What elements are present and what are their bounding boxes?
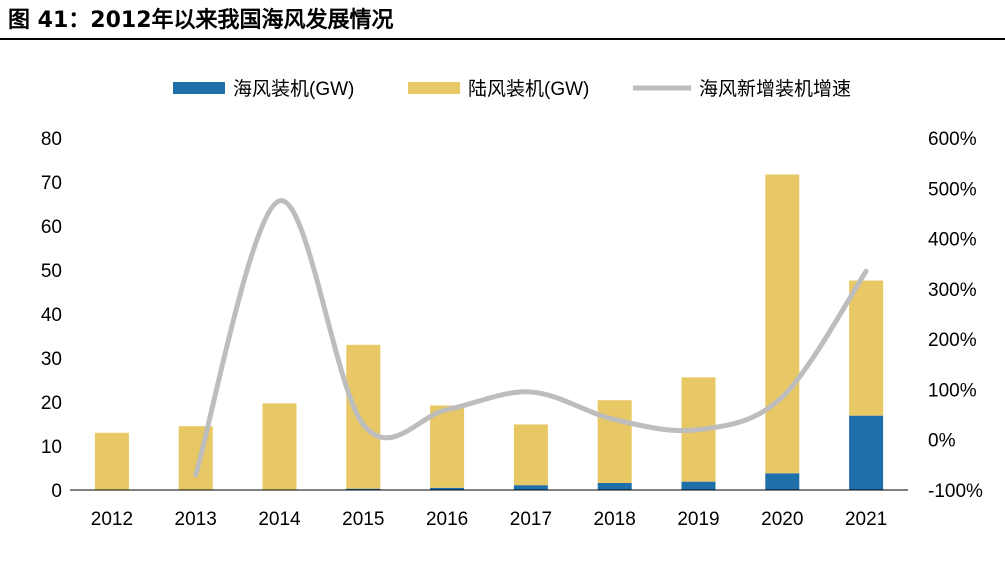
y-axis-right: -100% 0% 100% 200% 300% 400% 500% 600% <box>928 129 983 502</box>
y-left-tick-label: 0 <box>51 481 62 502</box>
bar-segment <box>430 487 465 490</box>
bar-segment <box>597 482 632 490</box>
figure-title: 图 41：2012年以来我国海风发展情况 <box>8 8 394 33</box>
bar-segment <box>849 415 884 490</box>
legend: 海风装机(GW) 陆风装机(GW) 海风新增装机增速 <box>173 78 851 100</box>
bars <box>94 174 884 490</box>
bar-segment <box>94 432 129 490</box>
y-right-tick-label: 0% <box>928 431 956 452</box>
y-right-tick-label: 300% <box>928 280 977 301</box>
y-left-tick-label: 20 <box>41 393 62 414</box>
y-right-tick-label: 100% <box>928 380 977 401</box>
bar-segment <box>597 400 632 483</box>
legend-swatch <box>408 82 460 94</box>
x-tick-label: 2017 <box>510 509 552 530</box>
legend-label: 海风新增装机增速 <box>699 78 851 100</box>
x-tick-label: 2012 <box>91 509 133 530</box>
y-right-tick-label: 200% <box>928 330 977 351</box>
bar-segment <box>765 174 800 474</box>
x-tick-label: 2016 <box>426 509 468 530</box>
x-axis: 2012 2013 2014 2015 2016 2017 2018 2019 2020 2021 <box>70 489 908 530</box>
bar-segment <box>346 488 381 490</box>
y-right-tick-label: 400% <box>928 230 977 251</box>
growth-line-path <box>193 198 869 478</box>
y-left-tick-label: 10 <box>41 437 62 458</box>
y-left-tick-label: 80 <box>41 129 62 150</box>
legend-label: 海风装机(GW) <box>233 78 354 100</box>
y-left-tick-label: 30 <box>41 349 62 370</box>
y-left-tick-label: 50 <box>41 261 62 282</box>
bar-segment <box>262 403 297 490</box>
y-left-tick-label: 70 <box>41 173 62 194</box>
y-axis-left: 0 10 20 30 40 50 60 70 80 <box>41 129 62 502</box>
growth-line <box>193 198 869 478</box>
bar-segment <box>765 473 800 490</box>
y-right-tick-label: 500% <box>928 179 977 200</box>
bar-segment <box>849 280 884 416</box>
x-tick-label: 2018 <box>594 509 636 530</box>
x-tick-label: 2015 <box>342 509 384 530</box>
bar-segment <box>513 424 548 486</box>
x-tick-label: 2014 <box>258 509 301 530</box>
bar-segment <box>513 485 548 490</box>
y-left-tick-label: 40 <box>41 305 62 326</box>
bar-segment <box>430 405 465 488</box>
x-tick-label: 2020 <box>761 509 803 530</box>
x-tick-label: 2019 <box>677 509 719 530</box>
title-rule <box>0 38 1005 40</box>
legend-label: 陆风装机(GW) <box>468 78 589 100</box>
y-left-tick-label: 60 <box>41 217 62 238</box>
y-right-tick-label: -100% <box>928 481 983 502</box>
legend-swatch <box>173 82 225 94</box>
y-right-tick-label: 600% <box>928 129 977 150</box>
bar-segment <box>681 481 716 490</box>
bar-segment <box>346 344 381 489</box>
x-tick-label: 2021 <box>845 509 887 530</box>
x-tick-label: 2013 <box>175 509 217 530</box>
